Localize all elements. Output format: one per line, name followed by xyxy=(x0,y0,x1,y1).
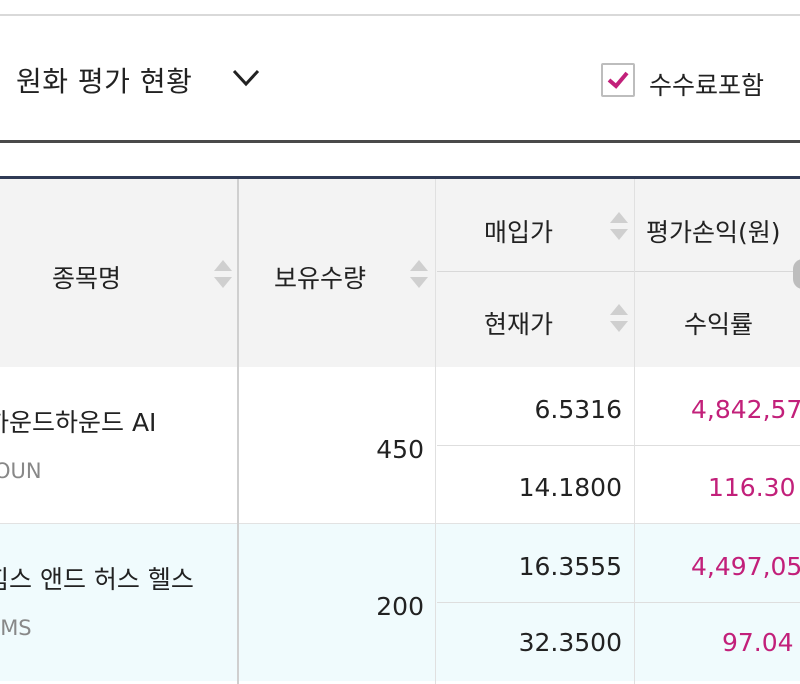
table-row[interactable]: 하운드하운드 AI OUN 450 6.5316 14.1800 4,842,5… xyxy=(0,367,800,524)
column-current-price[interactable]: 현재가 xyxy=(484,310,554,339)
column-return-rate[interactable]: 수익률 xyxy=(684,310,754,339)
stock-code: OUN xyxy=(0,459,42,483)
scroll-handle[interactable] xyxy=(793,259,800,289)
eval-pl-value: 4,842,57 xyxy=(691,395,800,424)
table-top-border xyxy=(0,176,800,179)
purchase-price-value: 16.3555 xyxy=(518,552,622,581)
row-split-line xyxy=(437,602,800,603)
top-divider xyxy=(0,14,800,16)
row-divider xyxy=(0,523,800,524)
sort-icon[interactable] xyxy=(608,209,630,243)
row-split-line xyxy=(437,445,800,446)
return-rate-value: 97.04 xyxy=(722,628,794,657)
sort-icon[interactable] xyxy=(408,257,430,291)
table-header: 종목명 보유수량 매입가 현재가 평가손익(원) 수익률 xyxy=(0,179,800,367)
current-price-value: 14.1800 xyxy=(518,473,622,502)
column-name[interactable]: 종목명 xyxy=(52,264,122,293)
column-divider xyxy=(237,179,239,684)
table-row[interactable]: 힘스 앤드 허스 헬스 IMS 200 16.3555 32.3500 4,49… xyxy=(0,524,800,681)
column-quantity[interactable]: 보유수량 xyxy=(274,264,367,293)
column-divider xyxy=(435,179,436,684)
header-divider xyxy=(0,140,800,143)
current-price-value: 32.3500 xyxy=(518,628,622,657)
page-title[interactable]: 원화 평가 현황 xyxy=(16,65,193,98)
fee-label: 수수료포함 xyxy=(649,71,765,100)
chevron-down-icon[interactable] xyxy=(230,66,262,90)
stock-name: 하운드하운드 AI xyxy=(0,408,157,437)
check-icon xyxy=(607,71,629,89)
quantity-value: 450 xyxy=(376,435,424,464)
summary-header: 원화 평가 현황 수수료포함 xyxy=(0,16,800,140)
return-rate-value: 116.30 xyxy=(708,473,796,502)
column-purchase-price[interactable]: 매입가 xyxy=(484,218,554,247)
fee-checkbox[interactable] xyxy=(601,63,635,97)
sort-icon[interactable] xyxy=(212,257,234,291)
column-divider xyxy=(634,179,635,684)
eval-pl-value: 4,497,05 xyxy=(691,552,800,581)
sort-icon[interactable] xyxy=(608,301,630,335)
purchase-price-value: 6.5316 xyxy=(534,395,622,424)
stock-name: 힘스 앤드 허스 헬스 xyxy=(0,565,194,594)
quantity-value: 200 xyxy=(376,592,424,621)
header-split-line xyxy=(437,271,800,272)
column-eval-pl[interactable]: 평가손익(원) xyxy=(646,218,781,247)
stock-code: IMS xyxy=(0,616,32,640)
